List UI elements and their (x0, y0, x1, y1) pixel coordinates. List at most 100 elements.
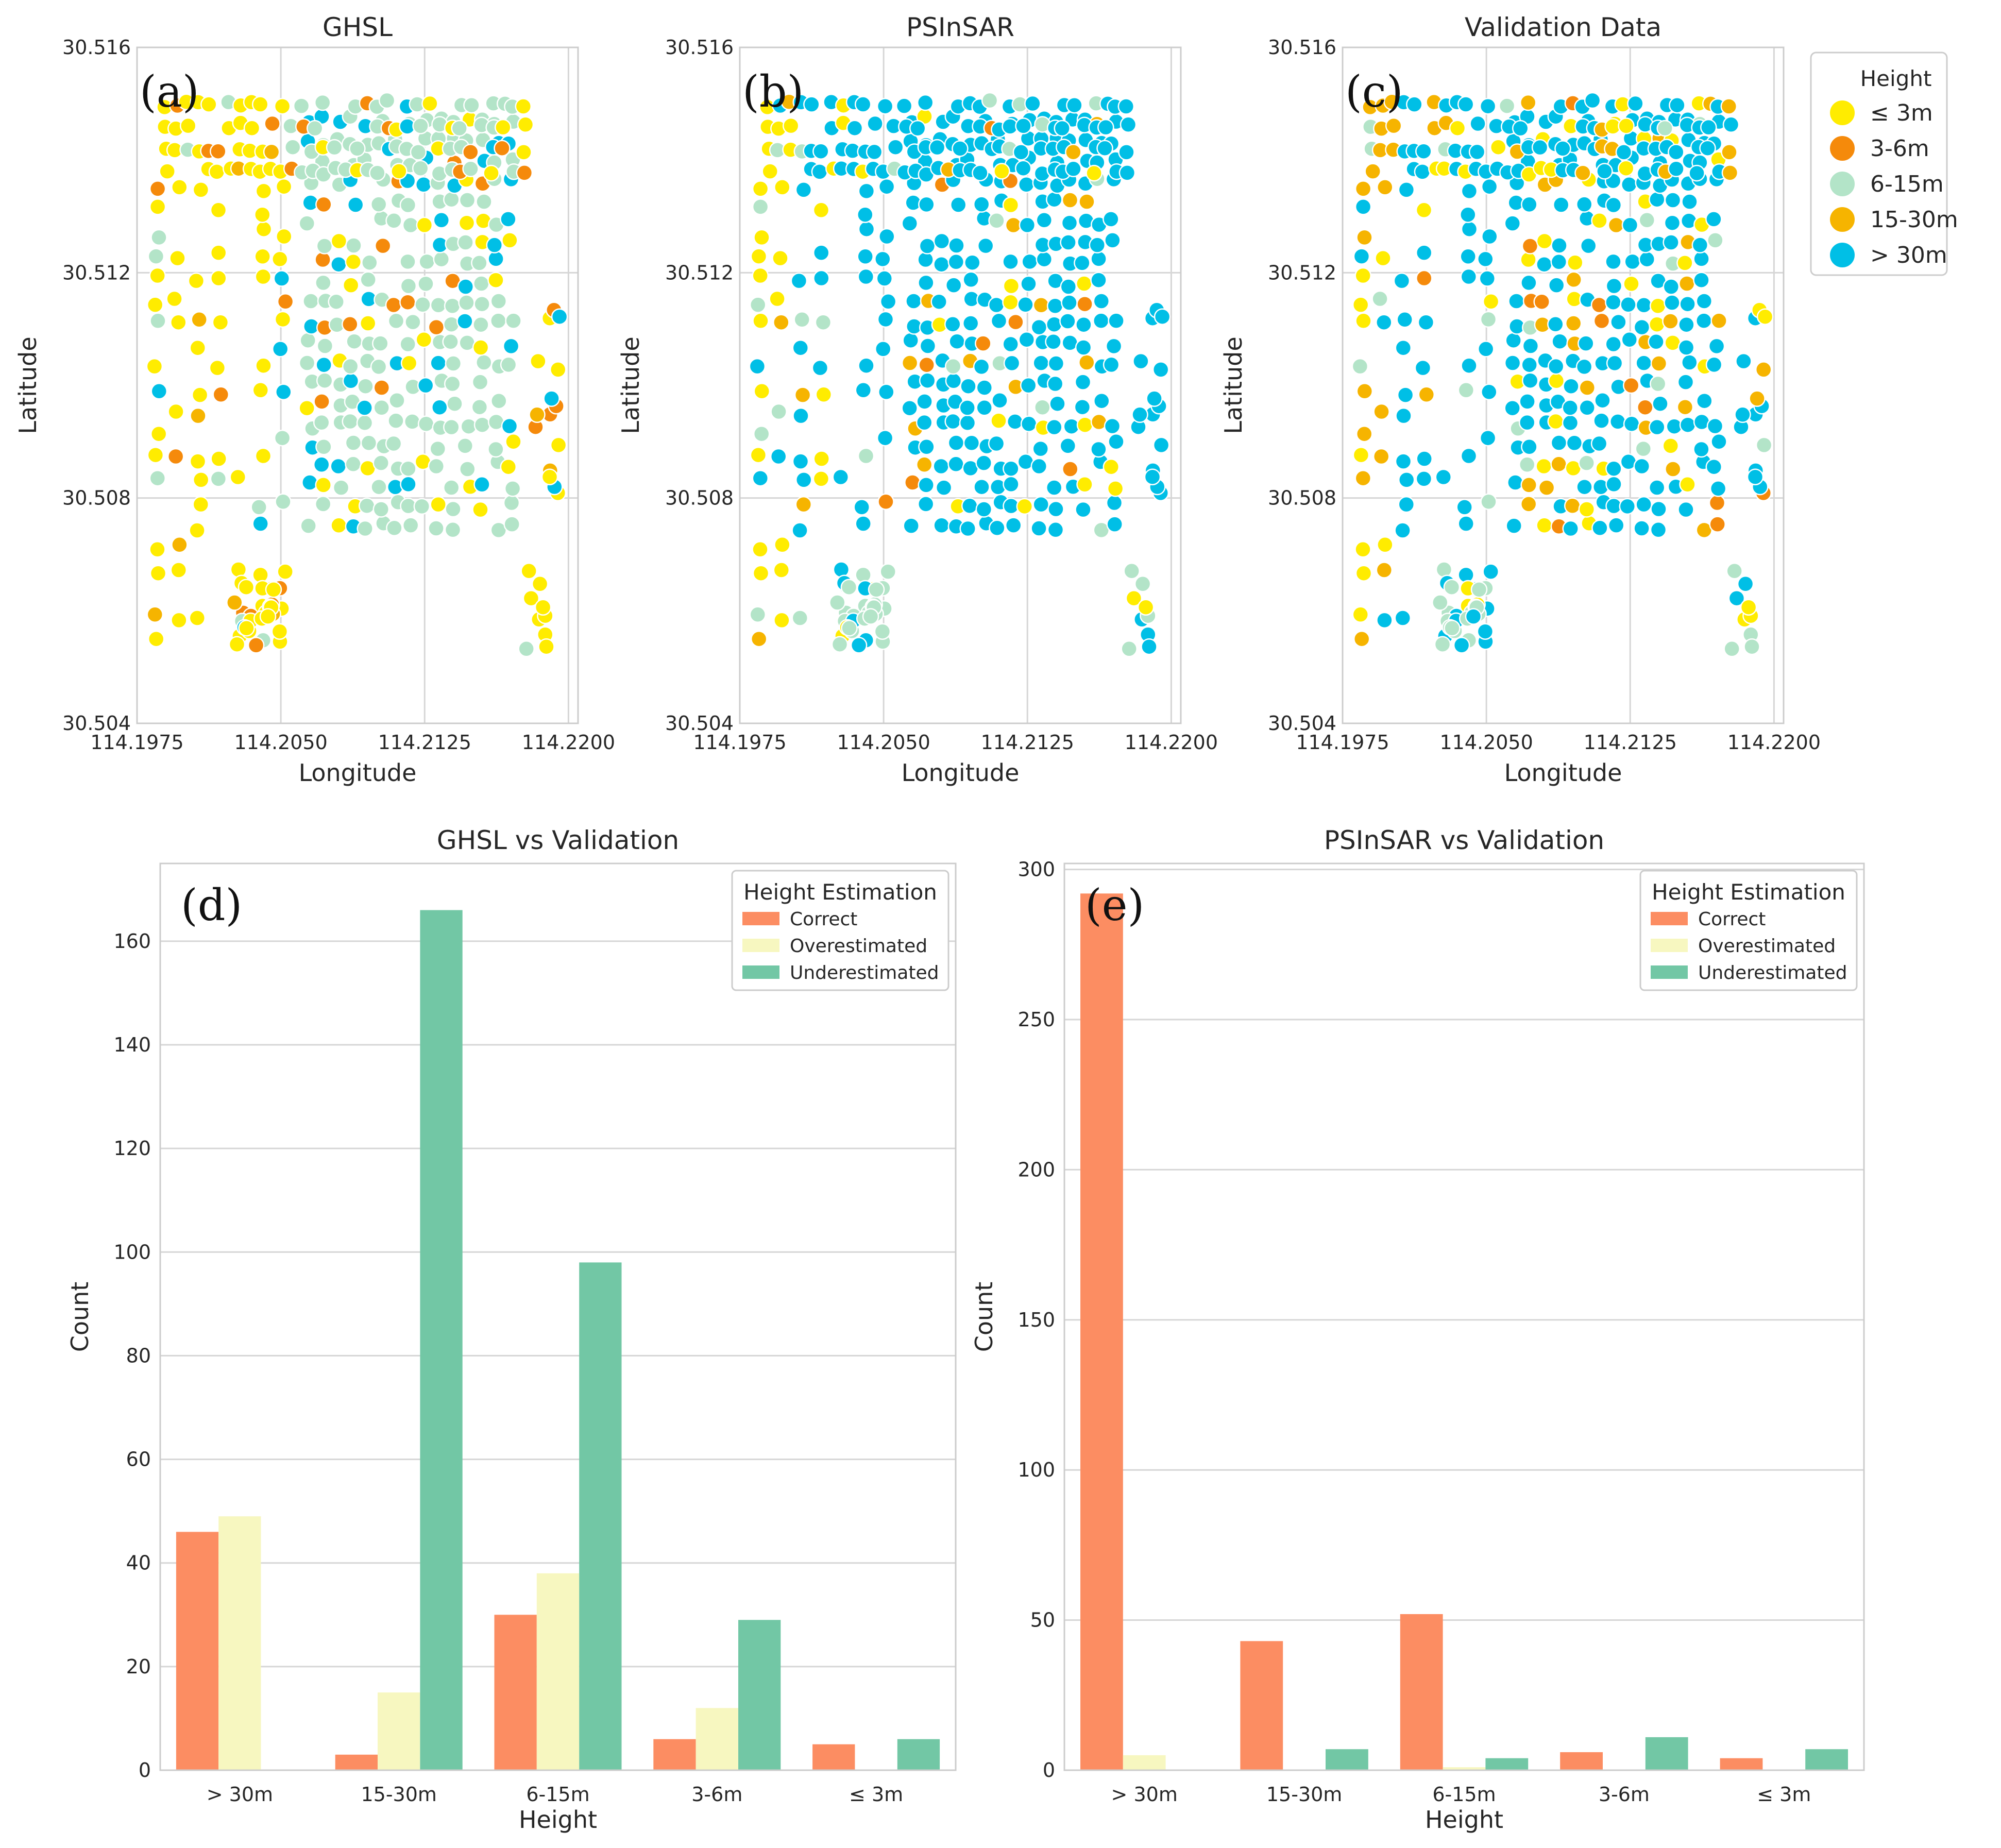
data-point (332, 479, 350, 496)
data-point (959, 414, 976, 432)
data-point (495, 118, 512, 136)
data-point (458, 294, 475, 311)
data-point (1154, 308, 1171, 325)
data-point (500, 356, 517, 374)
data-point (1152, 361, 1169, 378)
bar (1240, 1641, 1283, 1770)
legend-marker (1829, 206, 1856, 233)
data-point (1547, 358, 1565, 375)
data-point (1635, 496, 1652, 513)
data-point (551, 308, 568, 325)
data-point (443, 316, 460, 333)
data-point (1633, 457, 1651, 475)
panel-label: (b) (742, 66, 804, 117)
data-point (1354, 198, 1372, 215)
data-point (901, 399, 918, 417)
data-point (867, 115, 884, 132)
data-point (1547, 413, 1564, 430)
data-point (1548, 277, 1565, 294)
data-point (1481, 178, 1498, 195)
data-point (370, 358, 387, 376)
data-point (1075, 339, 1092, 356)
data-point (191, 311, 208, 328)
data-point (487, 440, 504, 458)
data-point (773, 314, 790, 331)
data-point (1376, 612, 1393, 629)
data-point (1046, 297, 1064, 315)
data-point (428, 318, 445, 336)
legend-label: Overestimated (1698, 936, 1836, 957)
data-point (1356, 383, 1373, 400)
data-point (404, 313, 421, 331)
data-point (1649, 191, 1666, 208)
data-point (315, 356, 332, 374)
data-point (550, 436, 567, 454)
data-point (402, 517, 419, 534)
data-point (1414, 163, 1431, 180)
data-point (209, 359, 226, 377)
data-point (316, 372, 333, 389)
data-point (1637, 399, 1654, 416)
data-point (1060, 234, 1077, 251)
data-point (147, 630, 165, 648)
data-point (919, 372, 936, 389)
data-point (412, 160, 429, 177)
data-point (229, 468, 247, 486)
x-tick-label: 114.2050 (1439, 731, 1533, 754)
data-point (1664, 294, 1681, 311)
data-point (840, 579, 858, 596)
data-point (370, 478, 387, 496)
data-point (1435, 468, 1452, 486)
data-point (813, 450, 830, 467)
y-tick-label: 30.516 (62, 36, 131, 59)
data-point (538, 638, 555, 655)
data-point (815, 386, 833, 403)
data-point (486, 236, 503, 253)
data-point (1652, 395, 1669, 412)
data-point (1695, 312, 1712, 329)
legend-title: Height Estimation (1652, 879, 1845, 905)
data-point (150, 425, 167, 443)
data-point (1036, 250, 1053, 268)
data-point (1020, 415, 1038, 433)
data-point (813, 269, 830, 287)
data-point (812, 143, 829, 160)
bar (1645, 1737, 1688, 1770)
x-tick-label: 3-6m (1599, 1783, 1650, 1806)
data-point (517, 116, 534, 133)
data-point (874, 623, 891, 640)
data-point (1015, 117, 1032, 134)
data-point (446, 395, 463, 412)
data-point (1372, 448, 1390, 465)
data-point (1663, 278, 1680, 295)
data-point (515, 144, 532, 161)
data-point (1677, 374, 1694, 391)
data-point (791, 522, 808, 539)
data-point (988, 212, 1005, 229)
data-point (949, 196, 967, 213)
data-point (1551, 333, 1568, 350)
data-point (772, 249, 789, 267)
data-point (149, 198, 166, 215)
data-point (1618, 117, 1635, 134)
data-point (1465, 608, 1482, 625)
data-point (1749, 390, 1766, 407)
y-tick-label: 120 (113, 1137, 151, 1160)
data-point (255, 268, 272, 285)
data-point (1678, 275, 1695, 292)
data-point (403, 413, 421, 430)
y-tick-label: 30.504 (665, 712, 734, 735)
data-point (385, 296, 402, 314)
data-point (1107, 480, 1124, 497)
data-point (879, 293, 897, 310)
data-point (146, 358, 163, 375)
data-point (171, 612, 188, 629)
data-point (1006, 413, 1024, 430)
data-point (887, 139, 904, 156)
scatter-panel-3: 114.1975 114.2050 114.2125 114.2200 30.504 30… (1219, 12, 1821, 787)
data-point (430, 354, 447, 371)
data-point (210, 269, 227, 287)
data-point (846, 120, 863, 137)
data-point (505, 433, 522, 450)
x-axis-label: Longitude (1504, 759, 1622, 787)
